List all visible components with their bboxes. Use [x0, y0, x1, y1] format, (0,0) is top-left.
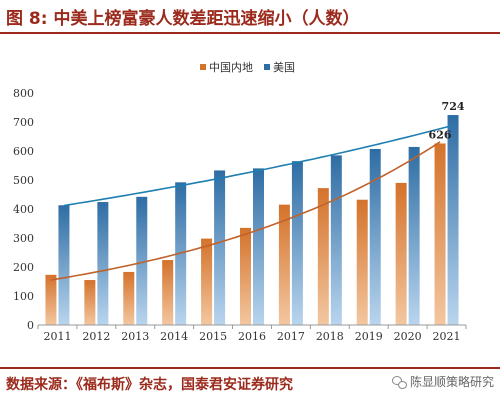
- data-label-中国内地: 626: [429, 128, 452, 141]
- bar-中国内地-2019: [356, 199, 368, 325]
- bar-中国内地-2016: [240, 227, 251, 325]
- bar-中国内地-2018: [317, 188, 329, 325]
- data-labels: 626 724: [429, 100, 465, 141]
- x-tick-label: 2013: [121, 330, 149, 343]
- bar-美国-2020: [408, 146, 420, 325]
- bar-中国内地-2012: [84, 280, 96, 325]
- y-tick-label: 100: [13, 290, 34, 303]
- bar-中国内地-2014: [162, 260, 174, 325]
- y-tick-label: 0: [27, 319, 34, 332]
- bars: [45, 115, 459, 325]
- legend-swatch-1: [264, 64, 270, 70]
- y-tick-label: 600: [13, 145, 34, 158]
- y-axis: 0 100 200 300 400 500 600 700 800: [13, 87, 34, 332]
- bar-中国内地-2020: [395, 182, 407, 325]
- x-tick-label: 2019: [355, 330, 383, 343]
- x-tick-label: 2021: [433, 330, 461, 343]
- bar-美国-2016: [253, 168, 264, 325]
- bar-美国-2019: [369, 148, 381, 325]
- chart-title: 图 8: 中美上榜富豪人数差距迅速缩小（人数）: [6, 9, 360, 29]
- y-tick-label: 800: [13, 87, 34, 100]
- x-tick-label: 2018: [316, 330, 344, 343]
- x-tick-label: 2020: [394, 330, 422, 343]
- bar-美国-2013: [136, 196, 148, 325]
- wechat-icon: [391, 375, 407, 389]
- bar-美国-2017: [291, 161, 303, 325]
- bar-中国内地-2017: [278, 204, 290, 325]
- data-label-美国: 724: [442, 100, 465, 113]
- bar-中国内地-2013: [123, 271, 135, 325]
- x-tick-label: 2016: [238, 330, 266, 343]
- bar-美国-2011: [58, 205, 70, 325]
- legend-label-0: 中国内地: [209, 60, 253, 74]
- bar-美国-2021: [447, 115, 459, 325]
- y-tick-label: 300: [13, 232, 34, 245]
- legend: 中国内地 美国: [200, 60, 295, 74]
- y-tick-label: 500: [13, 174, 34, 187]
- x-axis: 2011 2012 2013 2014 2015 2016 2017 2018 2019 2020…: [37, 324, 467, 343]
- x-tick-label: 2014: [160, 330, 188, 343]
- watermark-text: 陈显顺策略研究: [409, 375, 494, 389]
- x-tick-label: 2012: [82, 330, 110, 343]
- legend-swatch-0: [200, 64, 206, 70]
- trendline-美国: [63, 124, 454, 207]
- x-tick-label: 2015: [199, 330, 227, 343]
- title-rule: [0, 32, 500, 34]
- bar-中国内地-2011: [45, 274, 57, 325]
- source-rule: [0, 367, 500, 369]
- bar-美国-2012: [97, 202, 109, 325]
- y-tick-label: 700: [13, 116, 34, 129]
- y-tick-label: 400: [13, 203, 34, 216]
- bar-美国-2015: [214, 170, 226, 325]
- trendline-中国内地: [50, 141, 441, 281]
- bar-中国内地-2015: [201, 238, 213, 325]
- bar-美国-2018: [330, 155, 342, 325]
- bar-中国内地-2021: [434, 143, 446, 325]
- x-tick-label: 2017: [277, 330, 305, 343]
- watermark: 陈显顺策略研究: [391, 373, 494, 390]
- source-note: 数据来源：《福布斯》杂志，国泰君安证券研究: [6, 377, 293, 393]
- y-tick-label: 200: [13, 261, 34, 274]
- legend-label-1: 美国: [273, 61, 295, 74]
- trendlines: [50, 124, 454, 281]
- x-tick-label: 2011: [43, 330, 71, 343]
